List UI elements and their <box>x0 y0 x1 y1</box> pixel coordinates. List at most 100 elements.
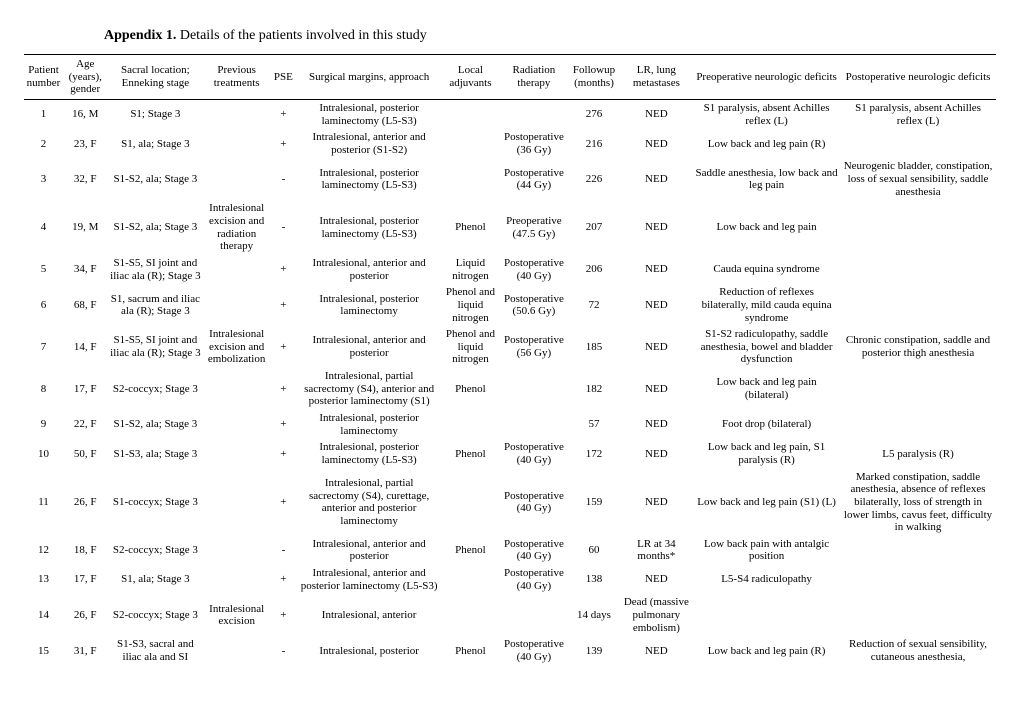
table-body: 116, MS1; Stage 3+Intralesional, posteri… <box>24 99 996 665</box>
table-cell <box>499 368 568 410</box>
table-cell: Intralesional, posterior <box>297 636 442 665</box>
table-row: 1426, FS2-coccyx; Stage 3Intralesional e… <box>24 594 996 636</box>
table-cell: Postoperative (56 Gy) <box>499 326 568 368</box>
table-cell: + <box>270 565 297 594</box>
table-cell: Intralesional, posterior laminectomy (L5… <box>297 200 442 255</box>
table-cell: 32, F <box>63 158 108 200</box>
table-cell: + <box>270 439 297 468</box>
table-cell: Chronic constipation, saddle and posteri… <box>840 326 996 368</box>
table-cell: 18, F <box>63 536 108 565</box>
table-cell: 185 <box>568 326 619 368</box>
table-cell: Intralesional, partial sacrectomy (S4), … <box>297 469 442 536</box>
table-cell: Saddle anesthesia, low back and leg pain <box>693 158 840 200</box>
table-cell: 276 <box>568 99 619 129</box>
col-postop-deficits: Postoperative neurologic deficits <box>840 55 996 100</box>
table-cell: 14, F <box>63 326 108 368</box>
table-cell: Postoperative (40 Gy) <box>499 469 568 536</box>
table-cell: Phenol <box>442 368 500 410</box>
table-row: 419, MS1-S2, ala; Stage 3Intralesional e… <box>24 200 996 255</box>
table-cell: Phenol <box>442 636 500 665</box>
table-row: 1050, FS1-S3, ala; Stage 3+Intralesional… <box>24 439 996 468</box>
table-cell: S1-S2 radiculopathy, saddle anesthesia, … <box>693 326 840 368</box>
table-row: 714, FS1-S5, SI joint and iliac ala (R);… <box>24 326 996 368</box>
table-row: 668, FS1, sacrum and iliac ala (R); Stag… <box>24 284 996 326</box>
table-cell: S1, ala; Stage 3 <box>108 565 204 594</box>
table-cell: S1-S5, SI joint and iliac ala (R); Stage… <box>108 326 204 368</box>
table-cell <box>203 565 270 594</box>
table-row: 922, FS1-S2, ala; Stage 3+Intralesional,… <box>24 410 996 439</box>
table-cell: 9 <box>24 410 63 439</box>
table-cell: S1-S2, ala; Stage 3 <box>108 158 204 200</box>
table-cell: Postoperative (36 Gy) <box>499 129 568 158</box>
table-cell: + <box>270 326 297 368</box>
table-cell: Intralesional, posterior laminectomy (L5… <box>297 439 442 468</box>
table-cell <box>499 594 568 636</box>
table-cell: 16, M <box>63 99 108 129</box>
table-cell: S1-S3, ala; Stage 3 <box>108 439 204 468</box>
table-cell <box>203 536 270 565</box>
table-cell: Liquid nitrogen <box>442 255 500 284</box>
table-cell <box>693 594 840 636</box>
table-cell: Low back and leg pain, S1 paralysis (R) <box>693 439 840 468</box>
table-cell: 23, F <box>63 129 108 158</box>
table-cell: S1-S2, ala; Stage 3 <box>108 410 204 439</box>
table-cell: 4 <box>24 200 63 255</box>
table-cell: 11 <box>24 469 63 536</box>
table-cell: 22, F <box>63 410 108 439</box>
table-cell <box>203 129 270 158</box>
table-cell <box>442 158 500 200</box>
table-cell <box>840 255 996 284</box>
table-cell <box>840 536 996 565</box>
table-cell: 8 <box>24 368 63 410</box>
table-cell: 17, F <box>63 565 108 594</box>
table-cell: Phenol <box>442 439 500 468</box>
table-cell: 14 <box>24 594 63 636</box>
table-cell: 10 <box>24 439 63 468</box>
col-followup: Followup (months) <box>568 55 619 100</box>
table-header-row: Patient number Age (years), gender Sacra… <box>24 55 996 100</box>
table-cell: 26, F <box>63 469 108 536</box>
table-cell: 7 <box>24 326 63 368</box>
table-cell: S1 paralysis, absent Achilles reflex (L) <box>840 99 996 129</box>
table-row: 1126, FS1-coccyx; Stage 3+Intralesional,… <box>24 469 996 536</box>
table-cell: S2-coccyx; Stage 3 <box>108 536 204 565</box>
table-cell <box>203 410 270 439</box>
table-cell: Intralesional excision <box>203 594 270 636</box>
table-cell <box>442 410 500 439</box>
table-cell: 1 <box>24 99 63 129</box>
table-cell <box>840 410 996 439</box>
table-cell: NED <box>620 200 693 255</box>
table-cell: 138 <box>568 565 619 594</box>
col-age-gender: Age (years), gender <box>63 55 108 100</box>
col-lr-lung: LR, lung metastases <box>620 55 693 100</box>
table-cell <box>442 469 500 536</box>
table-cell: Reduction of sexual sensibility, cutaneo… <box>840 636 996 665</box>
table-cell: Postoperative (40 Gy) <box>499 255 568 284</box>
table-cell: Postoperative (40 Gy) <box>499 439 568 468</box>
table-cell <box>203 158 270 200</box>
table-cell: Phenol and liquid nitrogen <box>442 326 500 368</box>
table-cell: NED <box>620 99 693 129</box>
table-cell: - <box>270 158 297 200</box>
table-cell: 72 <box>568 284 619 326</box>
col-previous-treatments: Previous treatments <box>203 55 270 100</box>
table-cell: 57 <box>568 410 619 439</box>
table-cell: Phenol <box>442 200 500 255</box>
patient-table: Patient number Age (years), gender Sacra… <box>24 54 996 666</box>
table-cell: 2 <box>24 129 63 158</box>
table-cell: Intralesional, anterior <box>297 594 442 636</box>
table-cell: 34, F <box>63 255 108 284</box>
table-cell: NED <box>620 439 693 468</box>
table-row: 223, FS1, ala; Stage 3+Intralesional, an… <box>24 129 996 158</box>
table-cell <box>203 636 270 665</box>
table-cell: 3 <box>24 158 63 200</box>
table-cell: S1-S3, sacral and iliac ala and SI <box>108 636 204 665</box>
table-row: 1218, FS2-coccyx; Stage 3-Intralesional,… <box>24 536 996 565</box>
table-cell: 206 <box>568 255 619 284</box>
table-cell: 159 <box>568 469 619 536</box>
table-row: 817, FS2-coccyx; Stage 3+Intralesional, … <box>24 368 996 410</box>
table-cell: - <box>270 200 297 255</box>
table-cell: Intralesional, posterior laminectomy (L5… <box>297 99 442 129</box>
table-row: 332, FS1-S2, ala; Stage 3 -Intralesional,… <box>24 158 996 200</box>
table-cell: Intralesional, posterior laminectomy (L5… <box>297 158 442 200</box>
